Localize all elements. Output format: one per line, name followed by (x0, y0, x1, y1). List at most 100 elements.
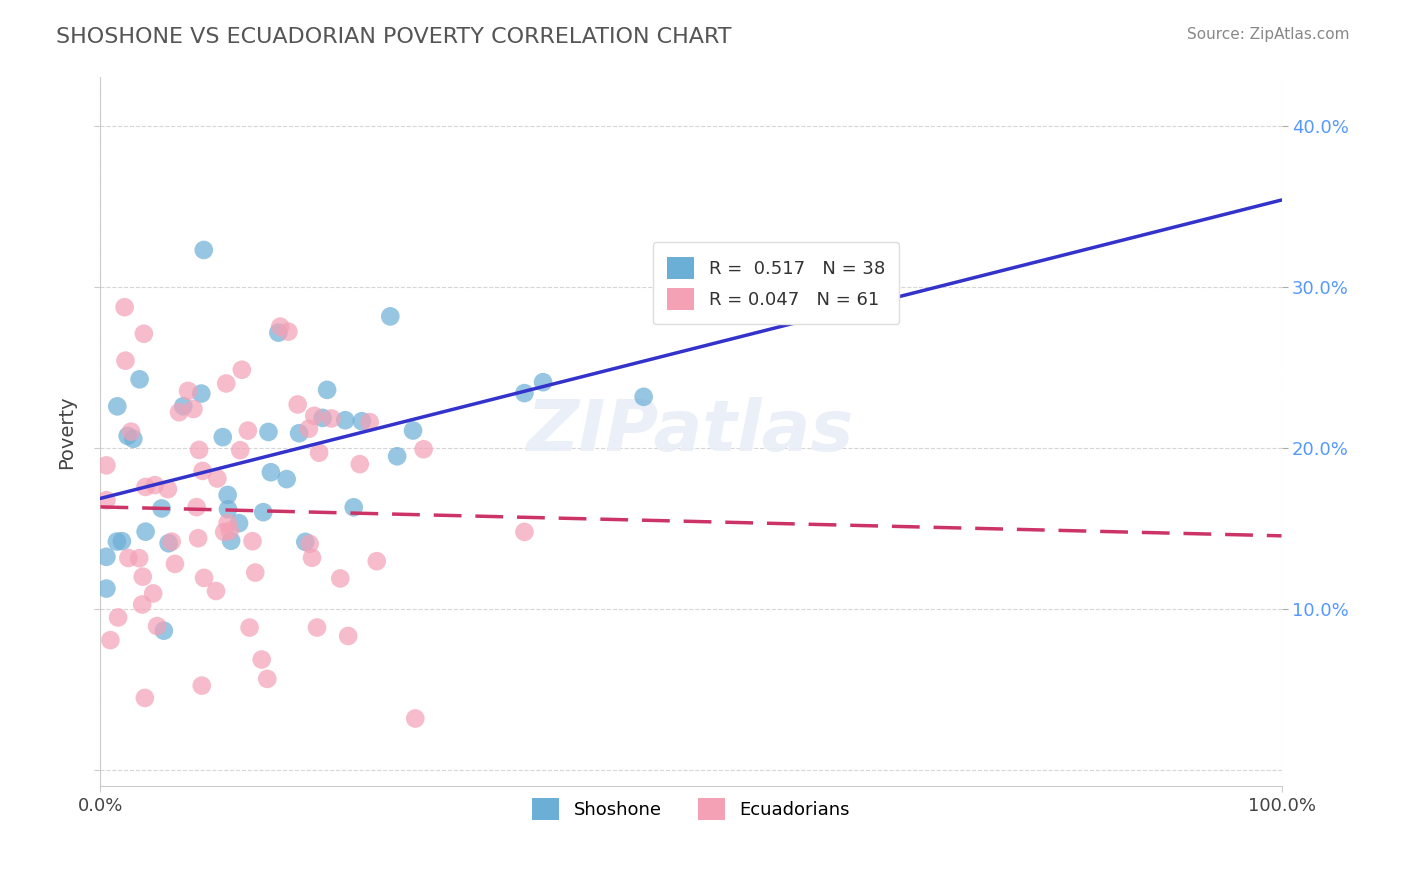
Shoshone (276, 472, 298, 486)
Shoshone (135, 524, 157, 539)
Ecuadorians (132, 326, 155, 341)
Shoshone (211, 430, 233, 444)
Ecuadorians (205, 584, 228, 599)
Shoshone (117, 429, 139, 443)
Ecuadorians (302, 409, 325, 423)
Shoshone (219, 533, 242, 548)
Ecuadorians (193, 571, 215, 585)
Ecuadorians (187, 531, 209, 545)
Shoshone (128, 372, 150, 386)
Shoshone (228, 516, 250, 530)
Ecuadorians (167, 405, 190, 419)
Ecuadorians (301, 550, 323, 565)
Ecuadorians (114, 353, 136, 368)
Ecuadorians (337, 629, 360, 643)
Ecuadorians (245, 566, 267, 580)
Ecuadorians (191, 464, 214, 478)
Ecuadorians (156, 482, 179, 496)
Y-axis label: Poverty: Poverty (58, 395, 76, 469)
Ecuadorians (404, 711, 426, 725)
Ecuadorians (96, 493, 118, 508)
Shoshone (531, 375, 554, 389)
Shoshone (633, 390, 655, 404)
Ecuadorians (143, 478, 166, 492)
Shoshone (350, 414, 373, 428)
Ecuadorians (188, 442, 211, 457)
Shoshone (267, 326, 290, 340)
Shoshone (105, 534, 128, 549)
Shoshone (96, 549, 118, 564)
Ecuadorians (229, 443, 252, 458)
Shoshone (343, 500, 366, 515)
Shoshone (217, 488, 239, 502)
Shoshone (385, 450, 408, 464)
Ecuadorians (298, 537, 321, 551)
Ecuadorians (128, 551, 150, 566)
Ecuadorians (242, 534, 264, 549)
Shoshone (257, 425, 280, 439)
Shoshone (193, 243, 215, 257)
Ecuadorians (269, 319, 291, 334)
Shoshone (288, 426, 311, 441)
Ecuadorians (114, 300, 136, 314)
Shoshone (96, 582, 118, 596)
Shoshone (316, 383, 339, 397)
Ecuadorians (218, 524, 240, 538)
Shoshone (122, 432, 145, 446)
Ecuadorians (250, 652, 273, 666)
Shoshone (217, 502, 239, 516)
Ecuadorians (107, 610, 129, 624)
Ecuadorians (183, 402, 205, 417)
Shoshone (150, 501, 173, 516)
Shoshone (190, 386, 212, 401)
Shoshone (252, 505, 274, 519)
Ecuadorians (412, 442, 434, 457)
Ecuadorians (239, 621, 262, 635)
Ecuadorians (163, 557, 186, 571)
Ecuadorians (308, 445, 330, 459)
Shoshone (157, 536, 180, 550)
Ecuadorians (256, 672, 278, 686)
Shoshone (335, 413, 357, 427)
Shoshone (380, 310, 402, 324)
Ecuadorians (305, 620, 328, 634)
Shoshone (105, 400, 128, 414)
Ecuadorians (117, 551, 139, 566)
Ecuadorians (191, 679, 214, 693)
Ecuadorians (366, 554, 388, 568)
Shoshone (294, 534, 316, 549)
Ecuadorians (349, 457, 371, 471)
Ecuadorians (513, 524, 536, 539)
Ecuadorians (277, 325, 299, 339)
Text: Source: ZipAtlas.com: Source: ZipAtlas.com (1187, 27, 1350, 42)
Ecuadorians (215, 376, 238, 391)
Shoshone (172, 399, 194, 413)
Shoshone (153, 624, 176, 638)
Shoshone (111, 534, 134, 549)
Ecuadorians (298, 422, 321, 436)
Ecuadorians (142, 586, 165, 600)
Ecuadorians (134, 690, 156, 705)
Ecuadorians (217, 516, 239, 530)
Ecuadorians (146, 619, 169, 633)
Ecuadorians (212, 524, 235, 539)
Ecuadorians (98, 633, 121, 648)
Ecuadorians (287, 397, 309, 411)
Ecuadorians (120, 425, 142, 439)
Shoshone (311, 411, 333, 425)
Shoshone (260, 465, 283, 479)
Ecuadorians (329, 571, 352, 585)
Shoshone (513, 386, 536, 401)
Ecuadorians (131, 598, 153, 612)
Shoshone (402, 424, 425, 438)
Ecuadorians (207, 471, 229, 485)
Text: ZIPatlas: ZIPatlas (527, 398, 855, 467)
Legend: Shoshone, Ecuadorians: Shoshone, Ecuadorians (517, 783, 865, 834)
Ecuadorians (132, 570, 155, 584)
Ecuadorians (321, 411, 343, 425)
Ecuadorians (96, 458, 118, 473)
Ecuadorians (135, 480, 157, 494)
Ecuadorians (177, 384, 200, 398)
Ecuadorians (160, 534, 183, 549)
Ecuadorians (236, 424, 259, 438)
